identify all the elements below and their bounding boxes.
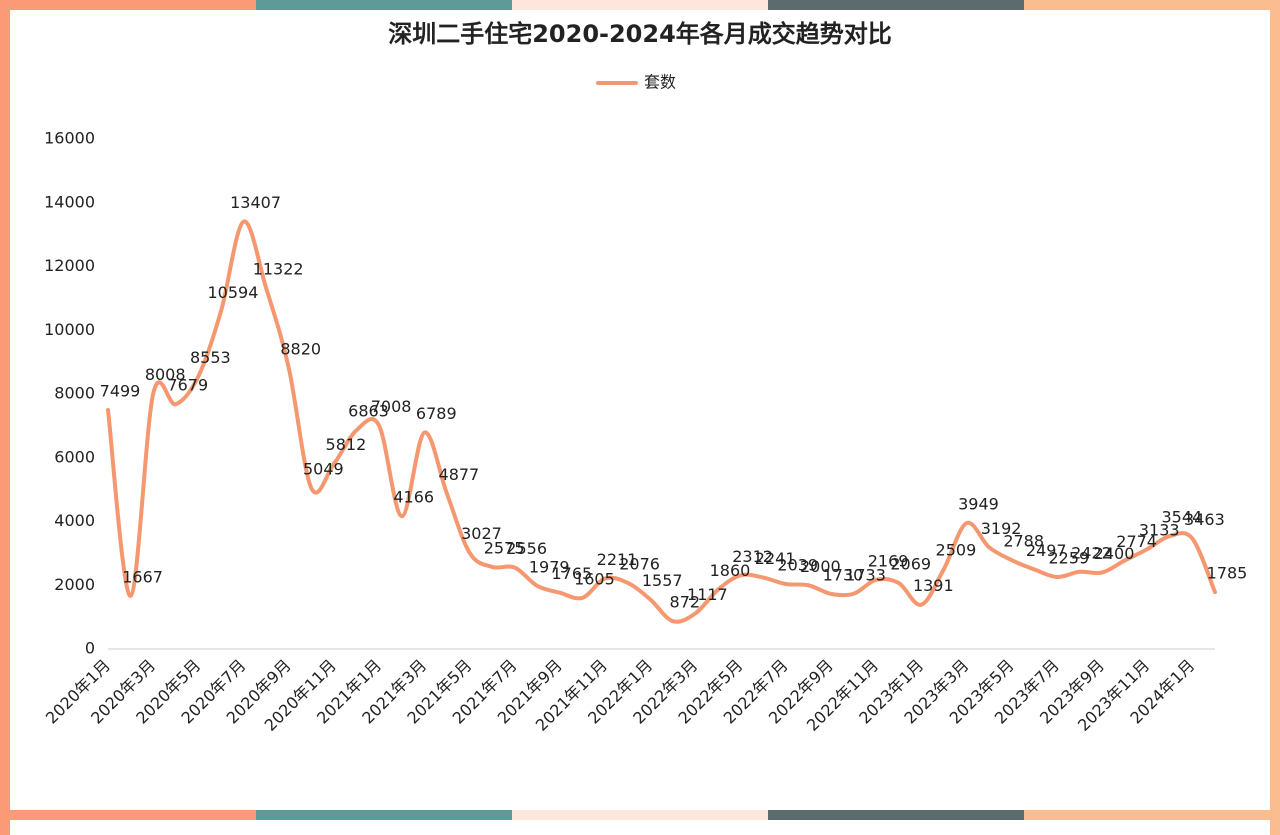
- data-label: 5812: [326, 435, 367, 454]
- data-label: 8820: [280, 339, 321, 358]
- data-label: 2497: [1026, 541, 1067, 560]
- data-label: 6789: [416, 404, 457, 423]
- data-label: 1765: [551, 564, 592, 583]
- data-label: 2788: [1003, 532, 1044, 551]
- data-label: 2575: [484, 538, 525, 557]
- data-label: 1785: [1207, 564, 1248, 583]
- data-label: 1730: [823, 565, 864, 584]
- data-label: 3949: [958, 495, 999, 514]
- data-label: 10594: [208, 283, 259, 302]
- y-tick-label: 16000: [44, 129, 95, 148]
- data-label: 2076: [619, 554, 660, 573]
- data-label: 3544: [1161, 508, 1202, 527]
- data-label: 2509: [936, 541, 977, 560]
- data-label: 2556: [506, 539, 547, 558]
- frame-bottom: [0, 810, 1280, 820]
- y-tick-label: 6000: [54, 447, 95, 466]
- data-label: 1117: [687, 585, 728, 604]
- data-label: 2069: [890, 555, 931, 574]
- data-label: 2000: [800, 557, 841, 576]
- data-label: 1605: [574, 569, 615, 588]
- frame-right: [1270, 0, 1280, 835]
- data-label: 11322: [253, 260, 304, 279]
- y-tick-label: 0: [85, 639, 95, 658]
- data-label: 3463: [1184, 510, 1225, 529]
- data-label: 8008: [145, 365, 186, 384]
- y-tick-label: 14000: [44, 192, 95, 211]
- series-line: [106, 219, 1217, 624]
- frame-left: [0, 0, 10, 835]
- frame-top: [0, 0, 1280, 10]
- data-label: 1557: [642, 571, 683, 590]
- y-tick-label: 8000: [54, 384, 95, 403]
- data-label: 2422: [1071, 543, 1112, 562]
- data-label: 3133: [1139, 521, 1180, 540]
- legend-label: 套数: [644, 73, 676, 92]
- data-label: 5049: [303, 460, 344, 479]
- data-label: 6863: [348, 402, 389, 421]
- data-label: 2400: [1094, 544, 1135, 563]
- y-tick-label: 4000: [54, 511, 95, 530]
- data-label: 1979: [529, 557, 570, 576]
- data-label: 1391: [913, 576, 954, 595]
- data-label: 2169: [868, 551, 909, 570]
- data-label: 13407: [230, 193, 281, 212]
- data-label: 1733: [845, 565, 886, 584]
- data-label: 8553: [190, 348, 231, 367]
- data-label: 2259: [1048, 548, 1089, 567]
- data-label: 4166: [393, 488, 434, 507]
- data-label: 1667: [122, 567, 163, 586]
- data-label: 4877: [439, 465, 480, 484]
- y-tick-label: 12000: [44, 256, 95, 275]
- data-label: 2039: [777, 556, 818, 575]
- data-label: 872: [670, 593, 701, 612]
- data-label: 2312: [732, 547, 773, 566]
- data-label: 7008: [371, 397, 412, 416]
- data-label: 7499: [100, 381, 141, 400]
- data-label: 2241: [755, 549, 796, 568]
- chart-title: 深圳二手住宅2020-2024年各月成交趋势对比: [388, 20, 892, 48]
- data-label: 1860: [710, 561, 751, 580]
- data-label: 3192: [981, 519, 1022, 538]
- data-label: 2774: [1116, 532, 1157, 551]
- data-label: 7679: [167, 376, 208, 395]
- y-tick-label: 10000: [44, 320, 95, 339]
- y-tick-label: 2000: [54, 575, 95, 594]
- data-label: 3027: [461, 524, 502, 543]
- data-label: 2211: [597, 550, 638, 569]
